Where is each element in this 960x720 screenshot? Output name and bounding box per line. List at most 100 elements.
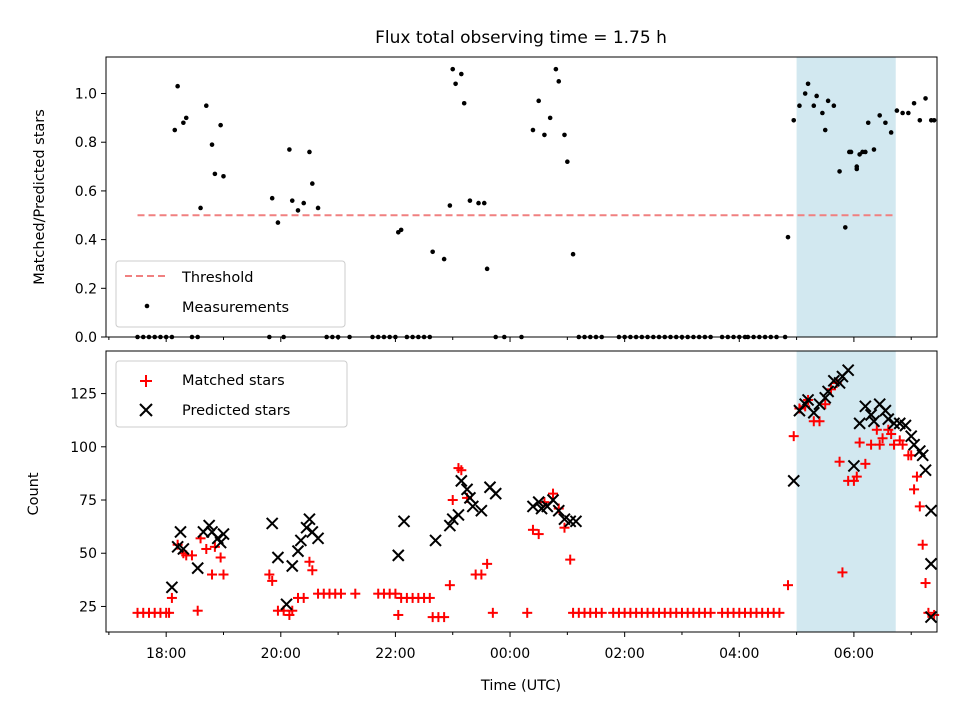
- measurement-point: [791, 118, 797, 123]
- measurement-point: [843, 225, 848, 230]
- measurement-point: [820, 110, 825, 116]
- predicted-star-point: [833, 376, 846, 390]
- matched-star-point: [287, 605, 298, 616]
- measurements-legend-swatch: [144, 303, 150, 309]
- top-y-tick-label: 1.0: [75, 87, 97, 103]
- measurement-point: [894, 108, 900, 113]
- predicted-star-point: [552, 504, 565, 517]
- bottom-x-tick-label: 06:00: [834, 646, 874, 662]
- matched-star-point: [215, 552, 226, 563]
- measurement-point: [289, 198, 295, 203]
- measurement-point: [911, 100, 917, 106]
- measurement-point: [181, 120, 186, 126]
- measurement-point: [854, 164, 860, 169]
- measurement-point: [847, 149, 852, 155]
- predicted-star-point: [463, 491, 477, 505]
- bottom-highlight-span: [796, 351, 896, 632]
- matched-star-point: [854, 437, 865, 448]
- matched-star-point: [911, 471, 922, 482]
- measurement-points: [135, 66, 937, 340]
- top-x-ticks: [108, 337, 912, 342]
- measurement-point: [547, 115, 553, 121]
- predicted-star-point: [475, 504, 488, 517]
- top-panel: 0.0 0.2 0.4 0.6 0.8 1.0 Matched/Predicted sta…: [32, 56, 938, 346]
- predicted-star-point: [300, 521, 313, 534]
- predicted-stars-legend-swatch: [139, 403, 153, 417]
- matched-star-point: [877, 433, 888, 444]
- top-y-ticks: 0.0 0.2 0.4 0.6 0.8 1.0: [75, 87, 106, 346]
- predicted-star-point: [303, 512, 316, 526]
- bottom-y-tick-label: 75: [79, 493, 97, 509]
- measurement-point: [481, 200, 487, 206]
- measurement-point: [883, 120, 888, 126]
- measurement-point: [175, 83, 180, 89]
- bottom-x-tick-label: 02:00: [604, 646, 644, 662]
- measurement-point: [212, 171, 218, 177]
- top-y-tick-label: 0.8: [75, 135, 97, 151]
- predicted-star-point: [294, 534, 308, 547]
- matched-star-point: [548, 488, 559, 499]
- matched-star-point: [207, 569, 218, 580]
- predicted-stars-points: [165, 363, 938, 624]
- top-legend: Threshold Measurements: [115, 260, 346, 328]
- measurement-point: [275, 220, 281, 225]
- measurement-point: [447, 203, 453, 208]
- bottom-x-ticks: 18:00 20:00 22:00 00:00 02:00 04:00 06:00: [108, 632, 912, 662]
- bottom-panel: 25 50 75 100 125 18:00 20:00 22:00 00:00 02:00 04…: [26, 350, 940, 694]
- measurement-point: [831, 103, 837, 108]
- matched-star-point: [897, 439, 908, 450]
- matched-star-point: [304, 556, 315, 567]
- predicted-star-point: [924, 504, 938, 517]
- measurement-point: [556, 79, 562, 84]
- predicted-star-point: [787, 474, 800, 488]
- matched-star-point: [522, 607, 533, 618]
- predicted-star-point: [265, 517, 279, 530]
- measurement-point: [461, 100, 467, 106]
- matched-star-point: [920, 578, 931, 589]
- matched-star-point: [424, 592, 435, 603]
- x-axis-label: Time (UTC): [480, 678, 561, 694]
- matched-stars-legend-label: Matched stars: [182, 373, 285, 389]
- measurement-point: [459, 71, 464, 77]
- measurement-point: [811, 103, 817, 108]
- measurement-point: [530, 127, 536, 133]
- bottom-x-tick-label: 00:00: [490, 646, 530, 662]
- predicted-star-point: [819, 391, 832, 405]
- measurement-point: [562, 132, 567, 138]
- matched-star-point: [596, 607, 607, 618]
- predicted-star-point: [867, 415, 881, 428]
- measurement-point: [450, 66, 456, 72]
- measurement-point: [814, 93, 819, 99]
- top-y-tick-label: 0.2: [75, 281, 97, 297]
- measurement-point: [805, 81, 811, 87]
- predicted-star-point: [271, 551, 285, 564]
- predicted-star-point: [291, 544, 305, 558]
- measurement-point: [484, 266, 490, 272]
- predicted-star-point: [899, 419, 912, 432]
- measurement-point: [931, 118, 937, 123]
- predicted-star-point: [280, 598, 293, 611]
- top-legend-box: [115, 260, 346, 328]
- predicted-star-point: [429, 534, 442, 547]
- matched-star-point: [444, 580, 455, 591]
- predicted-star-point: [879, 404, 892, 417]
- predicted-star-point: [214, 536, 227, 549]
- matched-star-point: [559, 522, 570, 533]
- top-axes-frame: [105, 56, 938, 338]
- predicted-star-point: [217, 527, 230, 541]
- matched-star-point: [456, 465, 467, 476]
- measurement-point: [797, 103, 802, 108]
- measurements-legend-label: Measurements: [182, 300, 289, 316]
- matched-star-point: [837, 567, 848, 578]
- measurement-point: [822, 127, 828, 133]
- measurement-point: [570, 251, 576, 257]
- predicted-star-point: [853, 417, 866, 430]
- measurement-point: [900, 110, 905, 116]
- predicted-star-point: [841, 363, 855, 377]
- matched-star-point: [914, 501, 925, 512]
- measurement-point: [871, 147, 877, 152]
- matched-star-point: [164, 607, 175, 618]
- predicted-star-point: [916, 449, 929, 462]
- predicted-star-point: [905, 429, 918, 443]
- measurement-point: [198, 205, 203, 211]
